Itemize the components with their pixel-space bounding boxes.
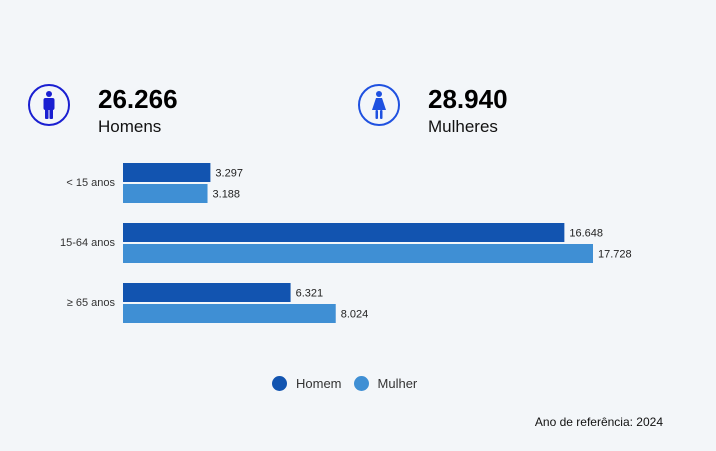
chart-legend: Homem Mulher [272, 376, 429, 391]
legend-homem[interactable]: Homem [272, 376, 342, 391]
data-label: 3.188 [213, 189, 241, 201]
legend-mulher-label: Mulher [377, 376, 418, 391]
legend-mulher[interactable]: Mulher [353, 376, 418, 391]
population-bar-chart: < 15 anos 3.297 3.188 15-64 anos 16.648 17.72… [60, 163, 632, 323]
bar-homem[interactable] [123, 283, 291, 302]
data-label: 6.321 [296, 288, 324, 300]
male-person-icon [28, 84, 70, 126]
category-label: < 15 anos [66, 177, 115, 189]
legend-mulher-swatch [353, 376, 369, 391]
bar-mulher[interactable] [123, 184, 208, 203]
bar-homem[interactable] [123, 163, 211, 182]
bar-mulher[interactable] [123, 244, 593, 263]
men-label: Homens [98, 117, 162, 136]
category-label: 15-64 anos [60, 237, 116, 249]
legend-homem-label: Homem [296, 376, 342, 391]
bar-mulher[interactable] [123, 304, 336, 323]
data-label: 17.728 [598, 249, 632, 261]
women-total: 28.940 [428, 84, 508, 114]
category-label: ≥ 65 anos [67, 297, 116, 309]
data-label: 3.297 [215, 168, 243, 180]
women-label: Mulheres [428, 117, 498, 136]
reference-year: Ano de referência: 2024 [534, 415, 663, 429]
legend-homem-swatch [272, 376, 287, 391]
men-total: 26.266 [98, 84, 178, 114]
data-label: 16.648 [569, 228, 603, 240]
bar-homem[interactable] [123, 223, 565, 242]
female-person-icon [358, 84, 400, 126]
data-label: 8.024 [341, 309, 369, 321]
